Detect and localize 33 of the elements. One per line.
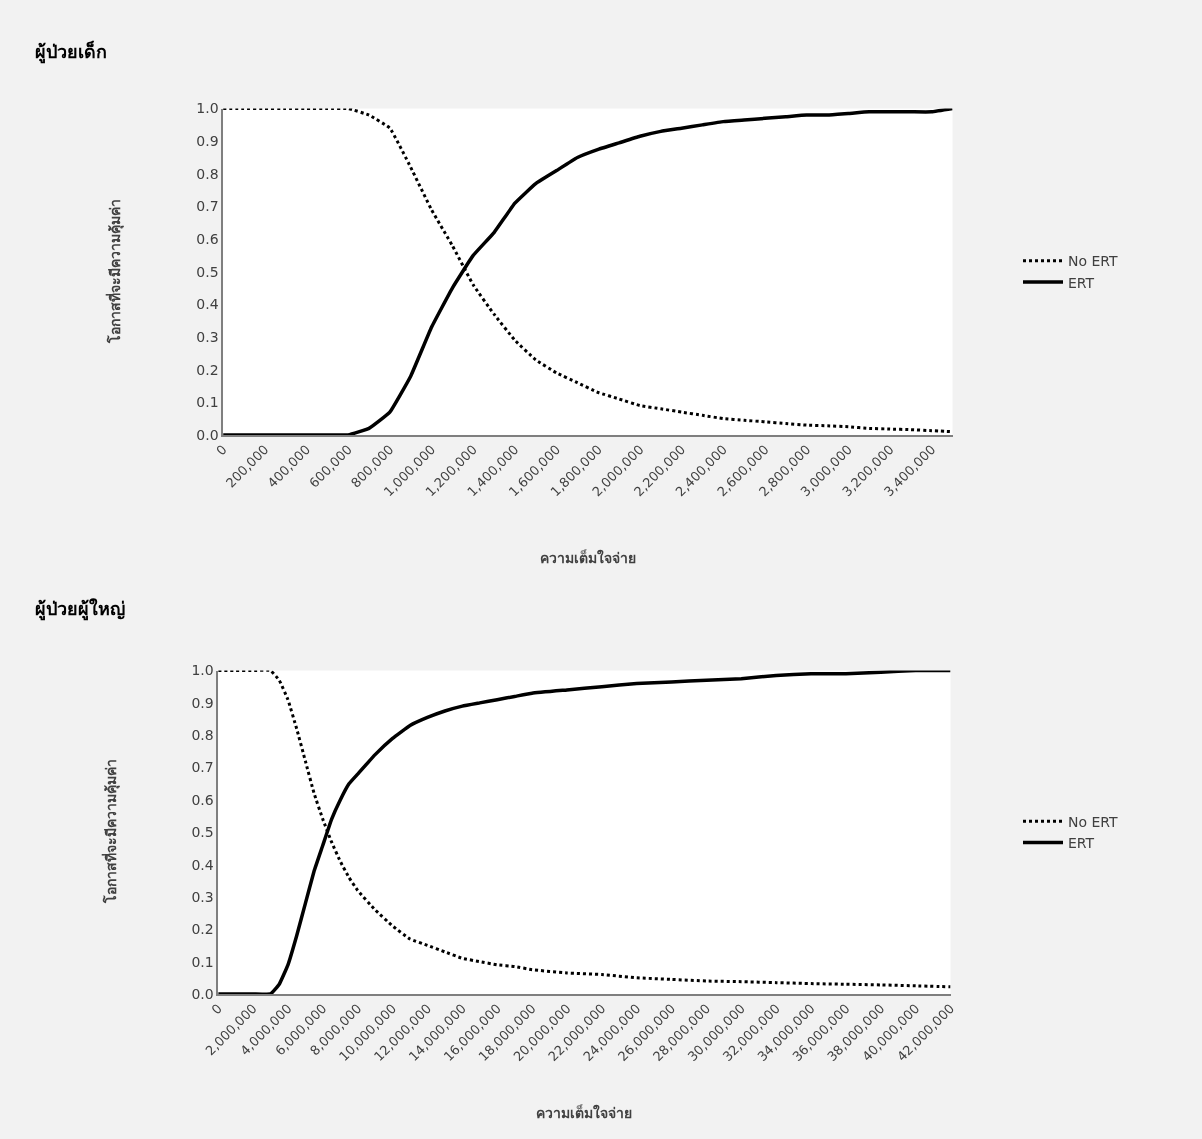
legend-label: No ERT — [1068, 253, 1119, 270]
legend-label: ERT — [1068, 835, 1095, 852]
y-axis-title: โอกาสที่จะมีความคุ้มค่า — [100, 759, 120, 905]
y-tick-label: 0.2 — [196, 361, 219, 378]
x-axis-title: ความเต็มใจจ่าย — [536, 1104, 632, 1121]
y-tick-label: 0.8 — [191, 727, 214, 744]
y-tick-label: 0.9 — [196, 133, 219, 150]
y-tick-label: 0.8 — [196, 165, 219, 182]
x-tick-label: 0 — [213, 441, 230, 459]
y-tick-label: 0.5 — [196, 263, 219, 280]
y-tick-label: 0.5 — [191, 824, 214, 841]
y-tick-label: 0.1 — [196, 394, 219, 411]
y-tick-label: 0.7 — [191, 759, 214, 776]
y-tick-label: 0.2 — [191, 921, 214, 938]
y-tick-label: 1.0 — [191, 662, 214, 679]
x-axis-title: ความเต็มใจจ่าย — [540, 549, 636, 566]
y-tick-label: 0.7 — [196, 198, 219, 215]
y-tick-label: 0.0 — [191, 985, 214, 1002]
text: ผู้ป่วยเด็ก — [35, 40, 107, 64]
legend-label: ERT — [1068, 274, 1095, 291]
y-tick-label: 0.9 — [191, 694, 214, 711]
y-tick-label: 0.4 — [196, 296, 219, 313]
legend-label: No ERT — [1068, 813, 1119, 830]
y-tick-label: 0.4 — [191, 856, 214, 873]
y-axis-title: โอกาสที่จะมีความคุ้มค่า — [105, 198, 125, 344]
y-tick-label: 0.3 — [196, 328, 219, 345]
y-tick-label: 0.3 — [191, 888, 214, 905]
y-tick-label: 0.1 — [191, 953, 214, 970]
chart-title: ผู้ป่วยผู้ใหญ่ — [35, 598, 125, 621]
y-tick-label: 0.6 — [191, 791, 214, 808]
y-tick-label: 0.6 — [196, 231, 219, 248]
y-tick-label: 1.0 — [196, 100, 219, 117]
y-tick-label: 0.0 — [196, 426, 219, 443]
